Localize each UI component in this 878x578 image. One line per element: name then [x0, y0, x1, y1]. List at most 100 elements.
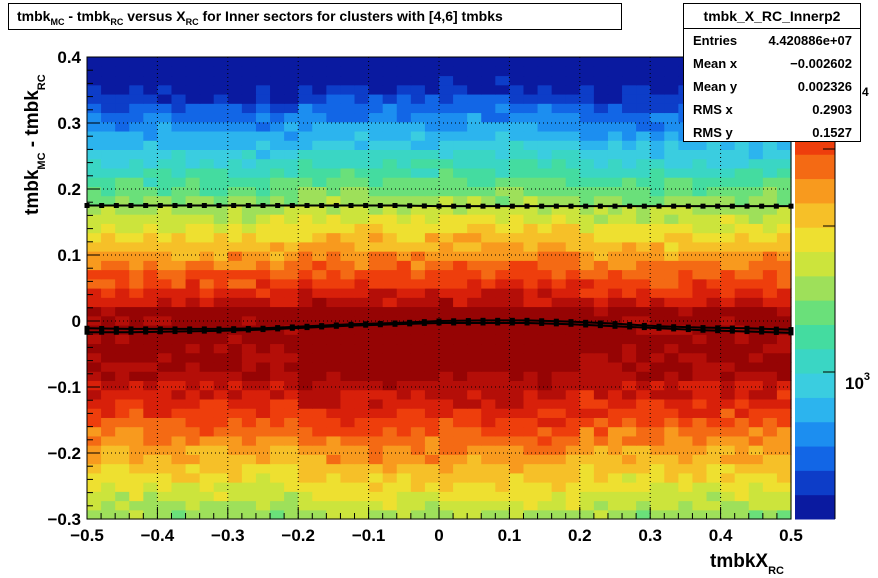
heatmap-cell — [129, 167, 144, 178]
heatmap-cell — [720, 269, 736, 280]
heatmap-cell — [720, 288, 736, 298]
heatmap-cell — [368, 121, 384, 132]
heatmap-cell — [565, 408, 581, 418]
heatmap-cell — [734, 435, 750, 446]
heatmap-cell — [439, 389, 454, 400]
heatmap-cell — [692, 306, 708, 317]
heatmap-cell — [396, 84, 412, 95]
heatmap-cell — [270, 214, 285, 224]
heatmap-cell — [171, 195, 187, 206]
heatmap-cell — [776, 463, 792, 474]
heatmap-cell — [706, 463, 722, 474]
profile-mean-marker — [583, 319, 589, 325]
profile-lower-marker — [260, 327, 266, 333]
heatmap-cell — [762, 472, 778, 483]
heatmap-cell — [340, 167, 356, 178]
heatmap-cell — [87, 232, 102, 243]
heatmap-cell — [734, 195, 750, 206]
heatmap-cell — [298, 297, 313, 308]
heatmap-cell — [551, 158, 567, 169]
heatmap-cell — [424, 251, 440, 261]
heatmap-cell — [424, 158, 440, 169]
heatmap-cell — [410, 278, 426, 289]
heatmap-cell — [495, 288, 510, 298]
heatmap-cell — [255, 297, 271, 308]
heatmap-cell — [115, 186, 130, 197]
heatmap-cell — [241, 140, 257, 150]
heatmap-cell — [101, 361, 116, 372]
heatmap-cell — [636, 260, 651, 271]
palette-swatch — [795, 421, 835, 447]
heatmap-cell — [622, 84, 637, 95]
heatmap-cell — [720, 223, 736, 234]
heatmap-cell — [368, 454, 384, 465]
heatmap-cell — [101, 112, 116, 123]
heatmap-cell — [171, 463, 187, 474]
heatmap-cell — [213, 509, 229, 520]
heatmap-cell — [340, 371, 356, 381]
heatmap-cell — [298, 241, 313, 252]
heatmap-cell — [551, 334, 567, 345]
heatmap-cell — [255, 500, 271, 511]
heatmap-cell — [439, 352, 454, 363]
heatmap-cell — [382, 408, 398, 418]
heatmap-cell — [115, 306, 130, 317]
heatmap-cell — [143, 75, 158, 86]
heatmap-cell — [382, 398, 398, 409]
heatmap-cell — [692, 380, 708, 391]
heatmap-cell — [424, 491, 440, 502]
heatmap-cell — [185, 398, 201, 409]
heatmap-cell — [87, 103, 102, 114]
heatmap-cell — [523, 260, 539, 271]
profile-upper-marker — [480, 203, 486, 209]
heatmap-cell — [622, 167, 637, 178]
heatmap-cell — [87, 361, 102, 372]
heatmap-cell — [762, 389, 778, 400]
heatmap-cell — [368, 361, 384, 372]
heatmap-cell — [270, 472, 285, 483]
heatmap-cell — [284, 232, 299, 243]
heatmap-cell — [593, 269, 609, 280]
heatmap-cell — [354, 306, 370, 317]
profile-upper-marker — [377, 203, 383, 208]
heatmap-cell — [551, 214, 567, 224]
heatmap-cell — [467, 204, 482, 215]
heatmap-cell — [720, 195, 736, 206]
heatmap-cell — [439, 75, 454, 86]
heatmap-cell — [706, 435, 722, 446]
heatmap-cell — [622, 130, 637, 141]
heatmap-cell — [636, 352, 651, 363]
heatmap-cell — [284, 57, 299, 67]
heatmap-cell — [762, 463, 778, 474]
heatmap-cell — [579, 251, 595, 261]
heatmap-cell — [579, 426, 595, 437]
heatmap-cell — [706, 186, 722, 197]
heatmap-cell — [368, 371, 384, 381]
profile-mean-marker — [539, 318, 545, 324]
heatmap-cell — [762, 269, 778, 280]
heatmap-cell — [227, 306, 243, 317]
heatmap-cell — [706, 232, 722, 243]
heatmap-cell — [312, 380, 327, 391]
heatmap-cell — [565, 195, 581, 206]
heatmap-cell — [382, 417, 398, 428]
heatmap-cell — [241, 445, 257, 455]
title-sub: RC — [110, 17, 124, 27]
heatmap-cell — [481, 232, 496, 243]
heatmap-cell — [692, 408, 708, 418]
heatmap-cell — [241, 214, 257, 224]
heatmap-cell — [439, 93, 454, 104]
heatmap-cell — [298, 398, 313, 409]
heatmap-cell — [467, 371, 482, 381]
heatmap-cell — [185, 57, 201, 67]
heatmap-cell — [368, 306, 384, 317]
heatmap-cell — [593, 278, 609, 289]
heatmap-cell — [368, 269, 384, 280]
heatmap-cell — [270, 278, 285, 289]
heatmap-cell — [354, 297, 370, 308]
heatmap-cell — [340, 260, 356, 271]
heatmap-cell — [227, 297, 243, 308]
heatmap-cell — [270, 103, 285, 114]
heatmap-cell — [340, 297, 356, 308]
profile-lower-marker — [553, 321, 559, 327]
